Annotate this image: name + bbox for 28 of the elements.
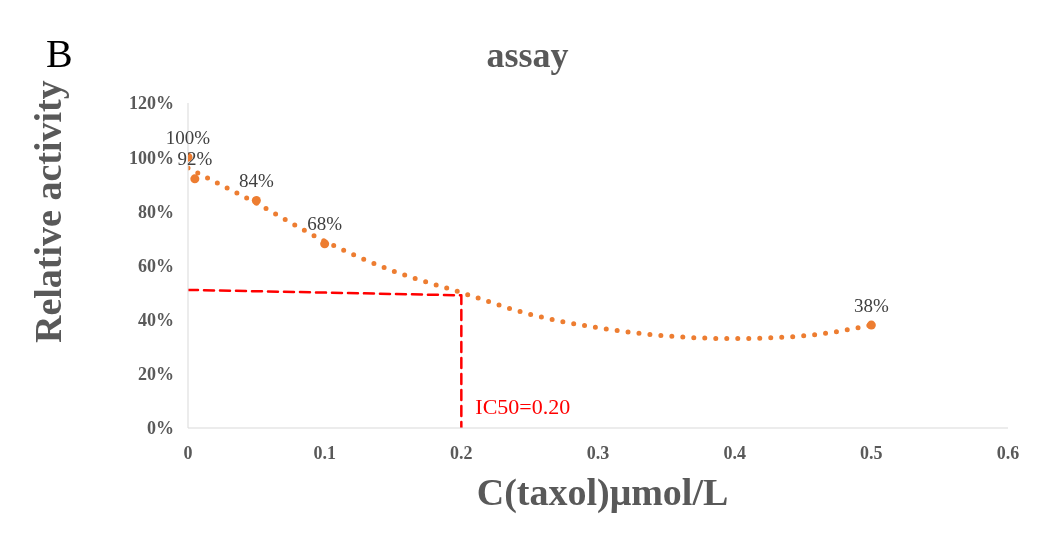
x-tick-label: 0 [183, 442, 193, 463]
point [320, 239, 330, 249]
data-label: 68% [307, 213, 343, 235]
data-label: 100% [165, 126, 211, 148]
x-tick-label: 0.2 [450, 442, 473, 463]
y-axis-title: Relative activity [26, 80, 70, 343]
x-tick-label: 0.5 [860, 442, 883, 463]
data-label: 92% [177, 148, 213, 170]
y-tick-label: 100% [129, 147, 174, 168]
x-tick-label: 0.4 [723, 442, 746, 463]
y-tick-label: 80% [138, 201, 174, 222]
y-tick-label: 120% [129, 93, 174, 114]
chart-title: assay [486, 35, 569, 75]
text: B [46, 30, 73, 77]
data-label: 84% [238, 169, 274, 191]
point [190, 174, 200, 184]
y-tick-label: 0% [147, 418, 174, 439]
x-axis-title: C(taxol)μmol/L [475, 470, 730, 514]
data-label: 38% [853, 294, 889, 316]
y-tick-label: 40% [138, 310, 174, 331]
point [866, 320, 876, 330]
point [251, 195, 261, 206]
x-tick-label: 0.6 [996, 442, 1020, 463]
y-tick-label: 20% [138, 364, 174, 385]
x-tick-label: 0.3 [586, 442, 610, 463]
y-tick-label: 60% [138, 255, 174, 276]
x-tick-label: 0.1 [313, 442, 336, 463]
annotation: IC50=0.20 [475, 394, 571, 420]
